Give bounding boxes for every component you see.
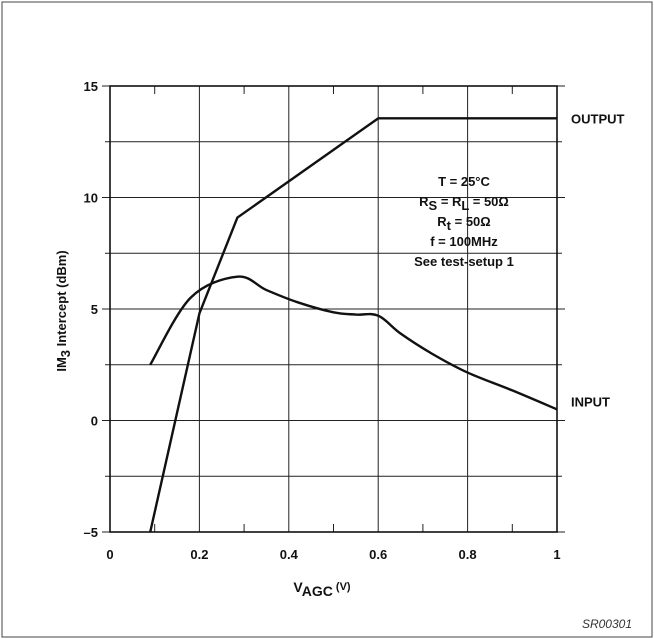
x-tick-label: 0.4 [280,547,299,562]
x-axis-label-unit: (V) [333,581,351,593]
annotation-line: See test-setup 1 [414,254,514,269]
y-tick-label: 10 [84,191,98,206]
series-labels: OUTPUT INPUT [571,111,625,409]
series-line-output [149,117,557,533]
x-axis-label-main: V [293,579,303,595]
x-tick-label: 0.2 [190,547,208,562]
x-tick-label: 0 [106,547,113,562]
plot-area-border [109,85,558,533]
y-axis-label-post: Intercept (dBm) [54,250,69,350]
y-axis-label: IM3 Intercept (dBm) [54,250,73,371]
y-tick-label: 0 [91,414,98,429]
annotation-line: T = 25°C [438,174,490,189]
y-axis-label-sub: 3 [58,350,73,357]
y-tick-label: 5 [91,302,98,317]
x-axis-label-sub: AGC [302,583,333,599]
figure-code: SR00301 [582,617,632,631]
annotation-line: RS = RL = 50Ω [419,194,509,213]
y-axis-label-pre: IM [54,357,69,371]
series-label-output: OUTPUT [571,111,625,126]
grid [110,86,557,532]
x-axis-label: VAGC (V) [293,579,350,599]
tick-labels: 0 0.2 0.4 0.6 0.8 1 –5 0 5 10 15 [84,79,561,562]
annotation-line: f = 100MHz [430,234,498,249]
x-tick-label: 1 [553,547,560,562]
series-line-input [149,275,558,411]
series-label-input: INPUT [571,394,610,409]
y-tick-label: –5 [84,525,98,540]
tick-marks [102,85,565,533]
x-tick-label: 0.6 [369,547,387,562]
y-tick-label: 15 [84,79,98,94]
x-tick-label: 0.8 [459,547,477,562]
series-group [149,117,558,533]
annotation-line: Rt = 50Ω [437,214,490,233]
